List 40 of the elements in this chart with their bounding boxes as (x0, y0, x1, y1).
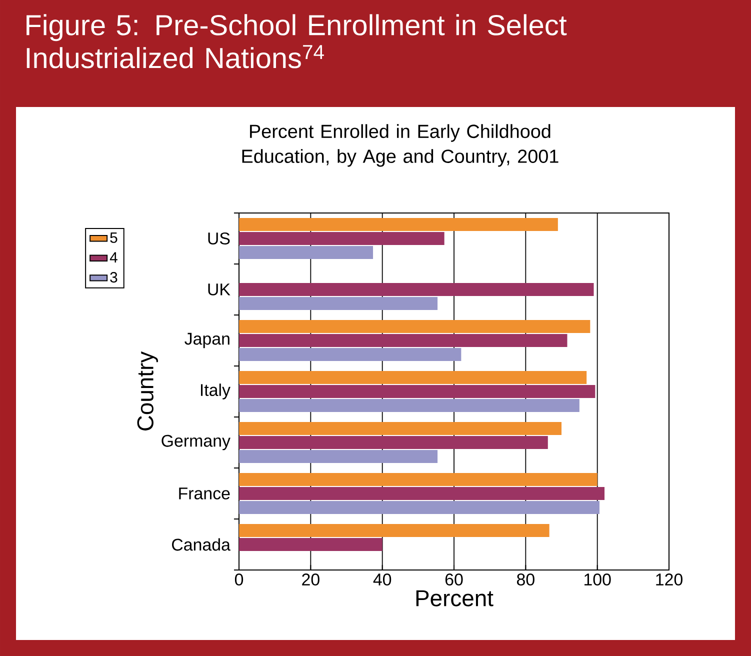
bar (239, 370, 587, 384)
y-axis-title: Country (137, 351, 158, 430)
legend-label: 4 (110, 252, 118, 263)
bar (239, 436, 548, 449)
y-tick-label: UK (208, 284, 230, 296)
chart-title: Figure 5: Pre-School Enrollment in Select Industrialized Nations$^{74}$ (26, 14, 567, 68)
bar (239, 422, 562, 435)
bar (239, 450, 438, 463)
legend-label: 3 (110, 272, 118, 283)
bar (239, 500, 600, 514)
bar (239, 334, 568, 347)
x-tick-label: 0 (234, 574, 244, 586)
y-tick-label: Canada (172, 538, 230, 551)
y-tick-label: Japan (184, 332, 230, 348)
x-tick-label: 100 (584, 574, 611, 586)
y-tick-label: France (179, 488, 230, 500)
bar (239, 538, 382, 551)
x-tick-label: 80 (516, 574, 534, 586)
x-tick-label: 40 (373, 574, 392, 586)
legend-label: 5 (110, 232, 118, 243)
y-tick-label: US (208, 232, 230, 244)
x-tick-label: 60 (445, 574, 463, 586)
bar (239, 282, 594, 296)
bar (239, 232, 444, 245)
bar (239, 524, 550, 537)
bar (239, 348, 462, 361)
bar (239, 472, 598, 486)
x-tick-label: 20 (302, 574, 320, 586)
y-tick-label: Germany (162, 434, 230, 450)
bar (239, 246, 374, 259)
bar (239, 218, 558, 231)
bar (239, 486, 605, 500)
bar (239, 296, 438, 310)
x-tick-label: 120 (656, 574, 682, 586)
y-tick-label: Italy (200, 384, 230, 400)
chart-subtitle: Percent Enrolled in Early Childhood Education, by Age and Country, 2001 (242, 124, 558, 167)
x-axis-title: Percent (416, 590, 494, 606)
bar (239, 384, 596, 398)
bar (239, 320, 590, 333)
bar (239, 398, 580, 412)
